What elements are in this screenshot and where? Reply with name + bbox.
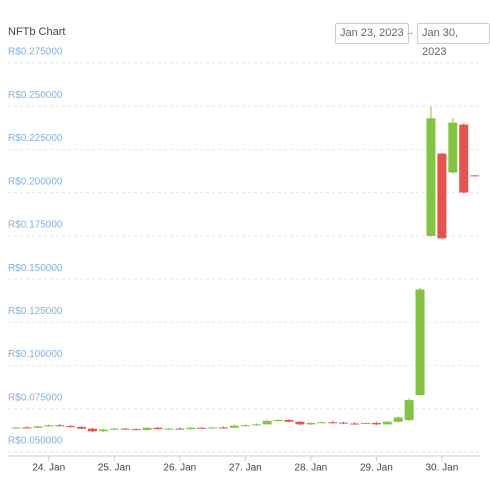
x-tick-label: 26. Jan: [163, 463, 196, 474]
candle-body: [197, 427, 207, 429]
x-tick-label: 29. Jan: [360, 463, 393, 474]
y-tick-label: R$0.225000: [8, 133, 63, 144]
candle-body: [240, 425, 250, 427]
candle-body: [164, 428, 174, 430]
candle-body: [44, 425, 54, 427]
candle-body: [229, 425, 239, 428]
y-tick-label: R$0.125000: [8, 306, 63, 317]
candle-body: [262, 420, 272, 425]
candle-body: [328, 422, 338, 424]
candle-body: [382, 421, 392, 425]
y-tick-label: R$0.075000: [8, 392, 63, 403]
candle-body: [22, 427, 32, 429]
candle-body: [360, 422, 370, 424]
x-tick-label: 24. Jan: [32, 463, 65, 474]
candle-body: [415, 289, 425, 395]
candle-body: [470, 175, 480, 177]
date-from[interactable]: Jan 23, 2023: [335, 23, 409, 44]
candle-body: [153, 427, 163, 430]
range-separator: →: [404, 26, 415, 38]
candle-body: [295, 421, 305, 425]
candle-body: [426, 118, 436, 236]
candle-body: [208, 427, 218, 429]
candle-body: [371, 422, 381, 425]
y-tick-label: R$0.200000: [8, 176, 63, 187]
candle-body: [175, 428, 185, 430]
candle-body: [251, 424, 261, 426]
date-to[interactable]: Jan 30, 2023: [417, 23, 490, 58]
candle-body: [98, 429, 108, 432]
candle-body: [33, 426, 43, 428]
y-tick-label: R$0.100000: [8, 349, 63, 360]
candle-body: [459, 124, 469, 193]
candle-body: [87, 428, 97, 432]
candle-body: [11, 427, 21, 429]
candle-body: [218, 427, 228, 429]
candle-body: [131, 429, 141, 431]
candle-body: [448, 122, 458, 173]
candle-body: [339, 422, 349, 424]
candle-body: [317, 422, 327, 424]
x-tick-label: 25. Jan: [98, 463, 131, 474]
y-tick-label: R$0.250000: [8, 90, 63, 101]
chart-title: NFTb Chart: [8, 26, 66, 38]
y-tick-label: R$0.150000: [8, 263, 63, 274]
y-tick-label: R$0.050000: [8, 436, 63, 447]
candle-body: [393, 417, 403, 422]
candle-body: [404, 400, 414, 421]
y-tick-label: R$0.275000: [8, 47, 63, 58]
candle-body: [186, 427, 196, 430]
x-tick-label: 27. Jan: [229, 463, 262, 474]
x-tick-label: 28. Jan: [294, 463, 327, 474]
candle-body: [273, 420, 283, 422]
candle-body: [142, 427, 152, 430]
candle-body: [306, 422, 316, 425]
candle-body: [437, 153, 447, 239]
candle-body: [66, 426, 76, 428]
candle-body: [350, 423, 360, 425]
candle-body: [120, 428, 130, 430]
candle-body: [284, 420, 294, 422]
candle-body: [77, 426, 87, 429]
candle-body: [109, 428, 119, 430]
y-tick-label: R$0.175000: [8, 220, 63, 231]
candle-body: [55, 425, 65, 427]
x-tick-label: 30. Jan: [425, 463, 458, 474]
